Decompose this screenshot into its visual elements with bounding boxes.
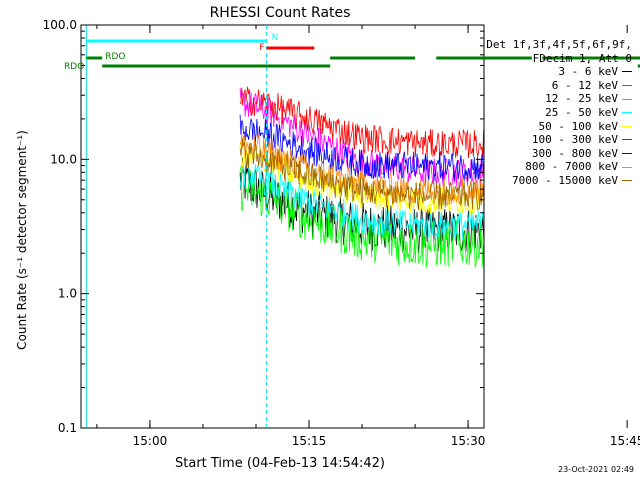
legend-swatch — [622, 125, 632, 127]
series-line — [239, 157, 484, 255]
legend-swatch — [622, 153, 632, 155]
legend-item: 7000 - 15000 keV — [482, 174, 632, 188]
legend-label: 25 - 50 keV — [545, 105, 618, 119]
legend-item: 100 - 300 keV — [482, 133, 632, 147]
x-tick-label: 15:45 — [610, 434, 640, 448]
series-line — [239, 114, 484, 182]
legend-swatch — [622, 98, 632, 100]
series-line — [239, 160, 484, 240]
x-axis-label: Start Time (04-Feb-13 14:54:42) — [175, 456, 385, 471]
y-tick-label: 1.0 — [58, 287, 77, 301]
legend-label: 300 - 800 keV — [531, 146, 618, 160]
legend-swatch — [622, 139, 632, 141]
legend-swatch — [622, 71, 632, 73]
series-line — [239, 132, 484, 207]
legend-label: 6 - 12 keV — [551, 78, 618, 92]
flag-label: N — [272, 33, 279, 43]
y-tick-label: 0.1 — [58, 421, 77, 435]
legend-item: 800 - 7000 keV — [482, 160, 632, 174]
legend-item: 300 - 800 keV — [482, 147, 632, 161]
legend-item: 12 - 25 keV — [482, 92, 632, 106]
legend-item: 25 - 50 keV — [482, 106, 632, 120]
legend-item: 3 - 6 keV — [482, 65, 632, 79]
legend-label: 12 - 25 keV — [545, 92, 618, 106]
legend-label: 7000 - 15000 keV — [512, 173, 618, 187]
x-tick-label: 15:30 — [451, 434, 486, 448]
x-tick-label: 15:15 — [292, 434, 327, 448]
legend-item: 50 - 100 keV — [482, 120, 632, 134]
series-line — [239, 166, 484, 269]
series-line — [239, 138, 484, 211]
legend-header-2: FDecim 1, Att 0 — [532, 51, 632, 65]
y-axis-label: Count Rate (s⁻¹ detector segment⁻¹) — [15, 130, 29, 350]
legend-swatch — [622, 85, 632, 87]
series-line — [239, 141, 484, 215]
x-tick-label: 15:00 — [133, 434, 168, 448]
y-tick-label: 10.0 — [50, 152, 77, 166]
legend-swatch — [622, 166, 632, 168]
plot-frame — [80, 24, 485, 429]
series-line — [239, 86, 484, 159]
legend-swatch — [622, 180, 632, 182]
chart-title: RHESSI Count Rates — [210, 5, 351, 21]
legend-label: 800 - 7000 keV — [525, 160, 618, 174]
flag-label: RDO — [64, 62, 84, 72]
y-tick-label: 100.0 — [43, 18, 77, 32]
legend-item: 6 - 12 keV — [482, 79, 632, 93]
legend-header-1: Det 1f,3f,4f,5f,6f,9f, — [486, 38, 632, 51]
flag-label: RDO — [105, 52, 125, 62]
legend-swatch — [622, 112, 632, 114]
legend-label: 3 - 6 keV — [558, 65, 618, 79]
footer-date: 23-Oct-2021 02:49 — [558, 465, 634, 474]
legend-label: 100 - 300 keV — [531, 133, 618, 147]
series-line — [239, 87, 484, 187]
legend-label: 50 - 100 keV — [538, 119, 618, 133]
flag-label: F — [259, 43, 264, 53]
legend: Det 1f,3f,4f,5f,6f,9f, FDecim 1, Att 0 3… — [482, 38, 632, 188]
